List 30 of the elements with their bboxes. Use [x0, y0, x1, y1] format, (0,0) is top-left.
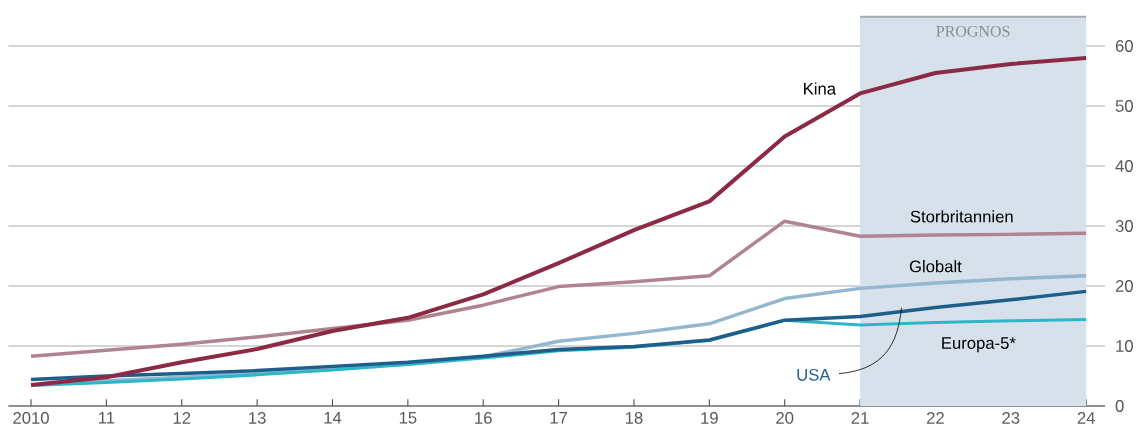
- x-tick-label: 12: [173, 412, 191, 424]
- y-tick-label: 30: [1115, 220, 1133, 232]
- y-tick-label: 60: [1115, 40, 1133, 52]
- text: USA: [797, 368, 831, 381]
- series-label: Kina: [804, 82, 837, 95]
- series-label: Globalt: [909, 260, 962, 273]
- y-tick-label: 20: [1115, 280, 1133, 292]
- x-tick-label: 21: [851, 412, 869, 424]
- line-series: [29, 55, 1089, 387]
- x-tick-label: 24: [1077, 412, 1095, 424]
- x-tick-label: 14: [324, 412, 342, 424]
- x-tick-label: 23: [1002, 412, 1020, 424]
- line-series: [29, 289, 1088, 382]
- x-tick-label: 19: [701, 412, 718, 424]
- x-tick-label: 11: [99, 412, 115, 424]
- x-tick-label: 22: [926, 412, 944, 424]
- series-label: Europa-5*: [942, 337, 1016, 353]
- x-tick-label: 20: [776, 412, 794, 424]
- series-label: Storbritannien: [910, 210, 1013, 223]
- y-tick-label: 40: [1115, 160, 1133, 172]
- x-tick-label: 17: [550, 412, 568, 424]
- y-tick-label: 0: [1115, 400, 1124, 412]
- x-tick-label: 13: [249, 412, 266, 424]
- band-label: PROGNOS: [936, 25, 1010, 37]
- x-tick-label: 16: [475, 412, 492, 424]
- x-tick-label: 15: [399, 412, 417, 424]
- y-tick-label: 50: [1115, 100, 1133, 112]
- x-tick-label: 2010: [13, 412, 49, 424]
- y-tick-label: 10: [1116, 340, 1133, 352]
- x-tick-label: 18: [625, 412, 643, 424]
